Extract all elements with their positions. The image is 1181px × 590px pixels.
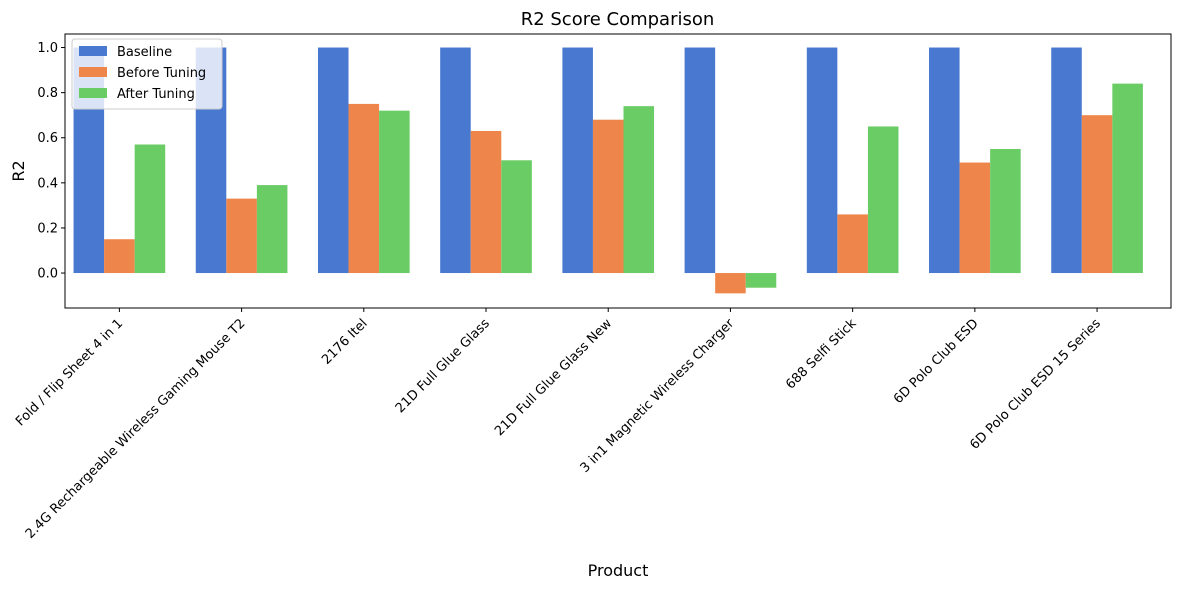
y-tick-label: 0.8 — [37, 86, 58, 101]
chart-title: R2 Score Comparison — [521, 9, 715, 30]
legend: Baseline Before Tuning After Tuning — [71, 38, 223, 110]
y-tick-label: 0.2 — [37, 221, 58, 236]
legend-label: Baseline — [117, 45, 172, 60]
x-tick-label: 2176 Itel — [319, 316, 370, 367]
legend-label: After Tuning — [117, 87, 195, 102]
x-tick-label: 6D Polo Club ESD — [891, 316, 982, 407]
x-tick-label: 688 Selfi Stick — [783, 316, 860, 393]
bar-before-tuning-2 — [348, 103, 380, 274]
bar-before-tuning-5 — [715, 273, 746, 294]
bar-after-tuning-8 — [1112, 83, 1143, 274]
x-tick-label: 21D Full Glue Glass New — [492, 316, 615, 439]
bar-after-tuning-3 — [501, 160, 532, 274]
bar-after-tuning-0 — [134, 144, 166, 274]
legend-box — [71, 38, 223, 110]
bar-before-tuning-6 — [837, 214, 868, 274]
bar-after-tuning-1 — [256, 185, 288, 274]
x-axis: Fold / Flip Sheet 4 in 12.4G Rechargeabl… — [13, 308, 1104, 542]
bars-group — [73, 47, 1143, 294]
bar-after-tuning-6 — [867, 126, 899, 274]
x-tick-label: 2.4G Rechargeable Wireless Gaming Mouse … — [23, 316, 249, 542]
bar-before-tuning-4 — [592, 119, 624, 274]
bar-baseline-6 — [806, 47, 838, 274]
bar-before-tuning-1 — [226, 198, 257, 274]
bar-before-tuning-7 — [959, 162, 991, 274]
legend-swatch — [79, 67, 107, 77]
bar-baseline-4 — [562, 47, 593, 274]
x-tick-label: 21D Full Glue Glass — [393, 316, 493, 416]
bar-baseline-8 — [1051, 47, 1082, 274]
bar-baseline-7 — [929, 47, 960, 274]
bar-baseline-2 — [317, 47, 349, 274]
x-axis-title: Product — [588, 561, 649, 580]
y-tick-label: 0.0 — [37, 267, 58, 282]
legend-label: Before Tuning — [117, 66, 206, 81]
y-axis-title: R2 — [9, 160, 28, 181]
bar-before-tuning-3 — [470, 130, 502, 274]
legend-swatch — [79, 46, 107, 56]
y-tick-label: 0.6 — [37, 131, 58, 146]
y-axis: 0.0 0.2 0.4 0.6 0.8 1.0 — [37, 41, 65, 282]
bar-after-tuning-2 — [379, 110, 410, 274]
x-tick-label: 6D Polo Club ESD 15 Series — [967, 316, 1104, 453]
legend-swatch — [79, 88, 107, 98]
bar-baseline-5 — [684, 47, 716, 274]
plot-frame — [64, 33, 1172, 309]
bar-before-tuning-0 — [104, 239, 135, 274]
y-tick-label: 1.0 — [37, 41, 58, 56]
y-tick-label: 0.4 — [37, 176, 58, 191]
x-tick-label: Fold / Flip Sheet 4 in 1 — [13, 316, 126, 429]
bar-after-tuning-7 — [990, 149, 1021, 274]
bar-after-tuning-4 — [623, 106, 655, 274]
bar-baseline-3 — [440, 47, 471, 274]
bar-before-tuning-8 — [1081, 115, 1113, 274]
bar-after-tuning-5 — [745, 273, 777, 288]
